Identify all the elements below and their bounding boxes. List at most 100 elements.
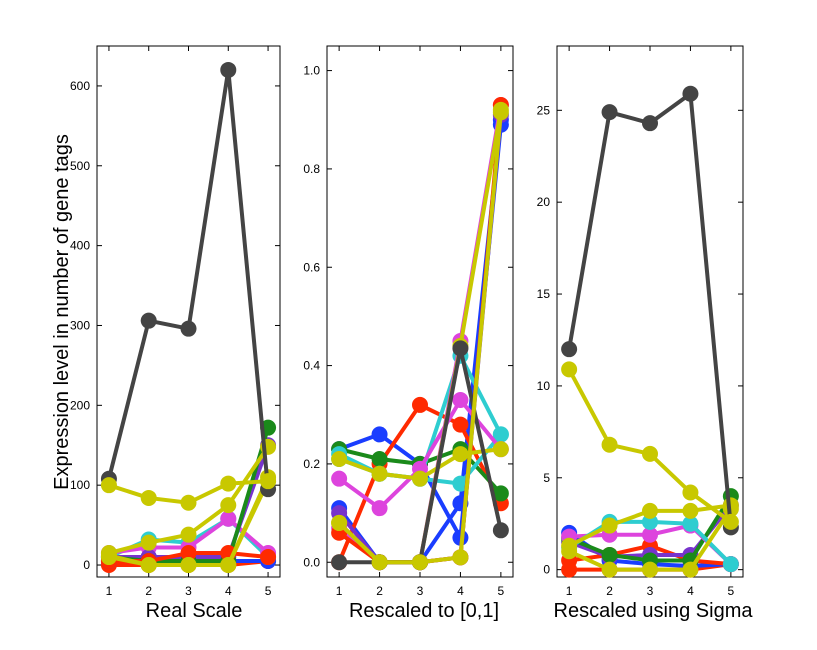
x-tick-label: 4 (687, 584, 694, 598)
data-point (452, 549, 469, 566)
series-line (567, 368, 733, 524)
y-tick-label: 0.2 (303, 457, 320, 471)
x-tick-label: 4 (225, 584, 232, 598)
y-tick-label: 0 (543, 563, 550, 577)
series-9 (561, 85, 739, 536)
data-point (561, 543, 578, 560)
x-tick-label: 5 (498, 584, 505, 598)
x-tick-label: 2 (145, 584, 152, 598)
series-line (106, 67, 271, 490)
data-point (140, 534, 157, 551)
data-point (492, 441, 509, 458)
data-point (180, 320, 197, 337)
y-tick-label: 5 (543, 471, 550, 485)
data-point (331, 470, 348, 487)
data-point (331, 514, 348, 531)
x-tick-label: 3 (417, 584, 424, 598)
data-point (601, 546, 618, 563)
data-point (601, 517, 618, 534)
data-point (492, 426, 509, 443)
data-point (452, 340, 469, 357)
data-point (220, 61, 237, 78)
x-tick-label: 3 (185, 584, 192, 598)
data-point (492, 485, 509, 502)
y-tick-label: 0 (83, 558, 90, 572)
y-tick-label: 200 (70, 398, 90, 412)
series-11 (331, 441, 509, 487)
x-tick-label: 2 (376, 584, 383, 598)
data-point (180, 557, 197, 574)
series-10 (561, 361, 739, 530)
y-tick-label: 0.6 (303, 260, 320, 274)
y-tick-label: 300 (70, 318, 90, 332)
data-point (371, 500, 388, 517)
y-axis-label: Expression level in number of gene tags (51, 134, 73, 490)
data-point (642, 513, 658, 530)
data-point (371, 451, 388, 467)
data-point (412, 470, 428, 487)
data-point (682, 515, 699, 532)
series-11 (100, 473, 277, 511)
data-point (682, 561, 699, 578)
x-axis-label-rescaled-0-1: Rescaled to [0,1] (349, 600, 499, 622)
data-point (682, 484, 699, 501)
x-tick-label: 1 (566, 584, 573, 598)
data-point (220, 497, 237, 514)
data-point (722, 513, 739, 530)
y-tick-label: 1.0 (303, 64, 320, 78)
data-point (642, 115, 658, 132)
series-13 (331, 104, 509, 571)
data-point (180, 526, 197, 543)
y-tick-label: 100 (70, 478, 90, 492)
data-point (682, 85, 699, 102)
data-point (492, 522, 509, 539)
data-point (371, 554, 388, 571)
data-point (260, 549, 277, 566)
y-tick-label: 0.8 (303, 162, 320, 176)
y-tick-label: 0.0 (303, 555, 320, 569)
x-tick-label: 2 (606, 584, 613, 598)
data-point (220, 510, 237, 527)
data-point (682, 502, 699, 519)
y-tick-label: 600 (70, 79, 90, 93)
data-point (642, 445, 658, 462)
y-tick-label: 25 (537, 103, 551, 117)
data-point (412, 396, 428, 413)
data-point (140, 489, 157, 506)
data-point (642, 526, 658, 543)
x-axis-label-real-scale: Real Scale (146, 600, 243, 622)
data-point (100, 477, 117, 494)
plot-frame (326, 45, 514, 578)
x-tick-label: 3 (647, 584, 654, 598)
data-point (140, 312, 157, 329)
data-point (140, 557, 157, 574)
data-point (331, 554, 348, 571)
panel-real-scale: 1 2 3 4 5 0 100 200 300 400 500 600 (70, 45, 281, 598)
data-point (412, 554, 428, 571)
data-point (180, 545, 197, 562)
data-point (561, 361, 578, 378)
data-point (452, 475, 469, 492)
data-point (220, 475, 237, 492)
data-point (642, 561, 658, 578)
y-tick-label: 0.4 (303, 359, 320, 373)
data-point (331, 451, 348, 467)
data-point (561, 341, 578, 358)
data-point (601, 436, 618, 453)
data-point (100, 547, 117, 564)
x-tick-label: 1 (336, 584, 343, 598)
y-tick-label: 400 (70, 239, 90, 253)
data-point (371, 465, 388, 482)
data-point (260, 473, 277, 490)
x-tick-label: 5 (728, 584, 735, 598)
series-10 (100, 61, 277, 498)
panel-rescaled-0-1: 1 2 3 4 5 0.0 0.2 0.4 0.6 0.8 1.0 (303, 45, 514, 598)
panel-rescaled-sigma: 1 2 3 4 5 0 5 10 15 20 25 (537, 45, 744, 598)
data-point (452, 416, 469, 433)
data-point (452, 392, 469, 408)
x-tick-label: 4 (457, 584, 464, 598)
x-axis-label-rescaled-sigma: Rescaled using Sigma (554, 600, 754, 622)
data-point (601, 104, 618, 121)
data-point (642, 502, 658, 519)
